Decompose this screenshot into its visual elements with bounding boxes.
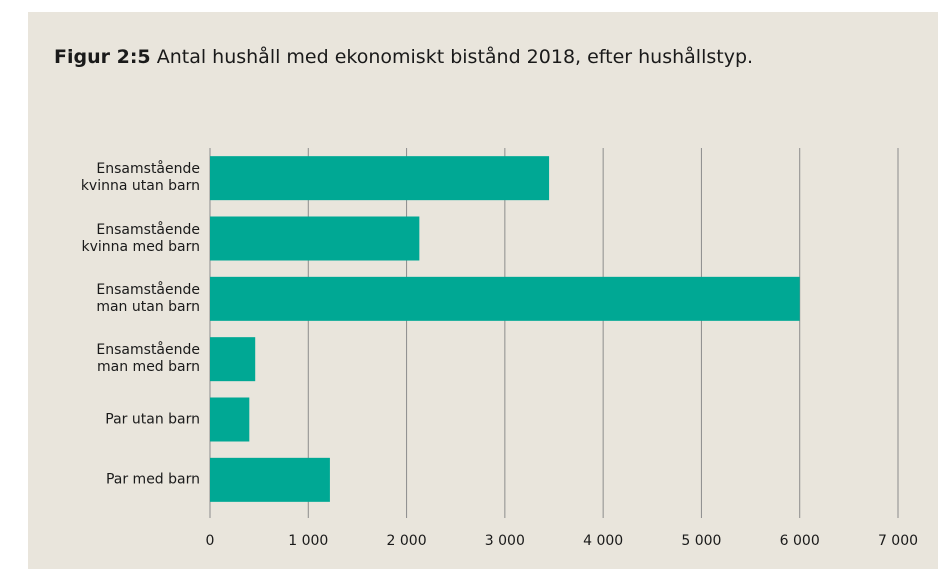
x-tick-label: 5 000 bbox=[681, 533, 721, 549]
y-tick-label: Ensamstående man utan barn bbox=[96, 281, 200, 315]
bar bbox=[210, 156, 550, 201]
x-tick-label: 2 000 bbox=[387, 533, 427, 549]
x-tick-label: 1 000 bbox=[288, 533, 328, 549]
y-tick-label: Ensamstående man med barn bbox=[96, 342, 200, 376]
bar bbox=[210, 337, 256, 382]
bar bbox=[210, 457, 330, 502]
chart-title: Figur 2:5 Antal hushåll med ekonomiskt b… bbox=[54, 46, 753, 68]
y-tick-label: Ensamstående kvinna utan barn bbox=[80, 161, 200, 195]
figure-label: Figur 2:5 bbox=[54, 46, 151, 68]
x-tick-label: 0 bbox=[206, 533, 215, 549]
y-tick-label: Ensamstående kvinna med barn bbox=[81, 221, 201, 255]
x-tick-label: 3 000 bbox=[485, 533, 525, 549]
x-tick-label: 6 000 bbox=[780, 533, 820, 549]
y-tick-label: Par utan barn bbox=[105, 411, 200, 427]
y-tick-label: Par med barn bbox=[105, 471, 200, 488]
x-tick-label: 4 000 bbox=[583, 533, 623, 549]
bar bbox=[210, 276, 800, 321]
bar bbox=[210, 216, 420, 261]
x-tick-label: 7 000 bbox=[878, 533, 918, 549]
title-text: Antal hushåll med ekonomiskt bistånd 201… bbox=[156, 46, 754, 68]
bar bbox=[210, 397, 250, 442]
